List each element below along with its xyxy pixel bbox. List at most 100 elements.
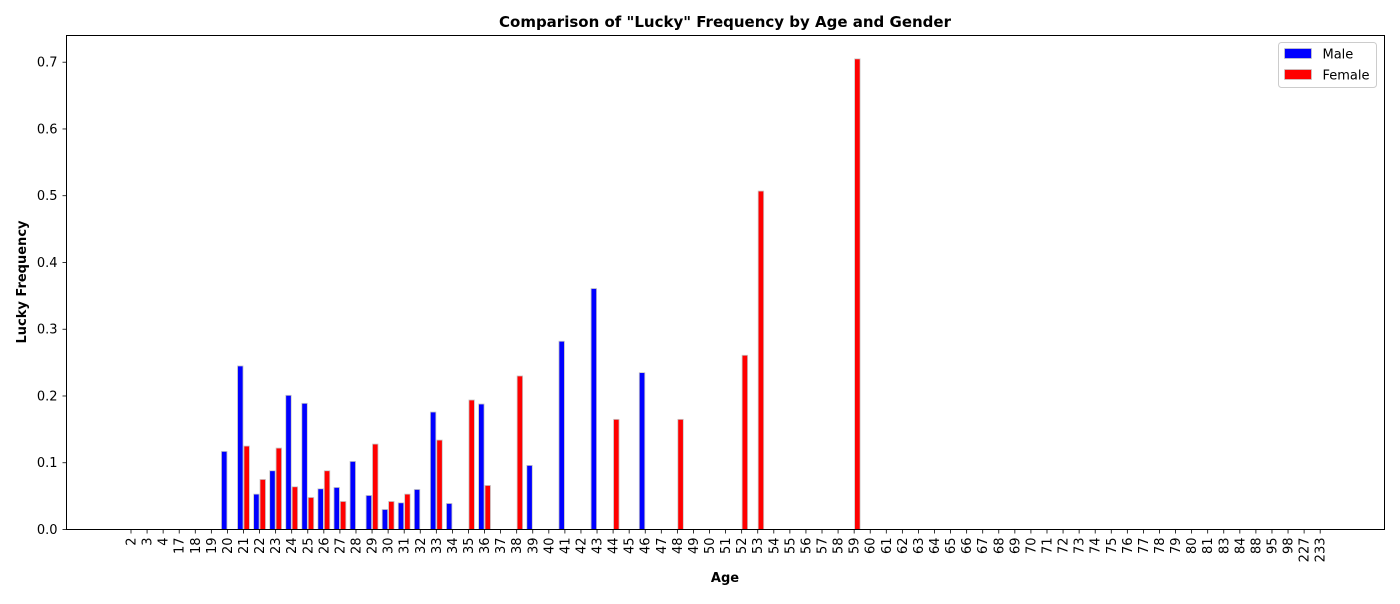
x-tick-label: 40 bbox=[542, 538, 557, 555]
legend-label-female: Female bbox=[1323, 69, 1370, 84]
x-tick-label: 34 bbox=[446, 538, 461, 555]
x-tick-label: 69 bbox=[1008, 538, 1023, 555]
bar-female-age-21 bbox=[243, 445, 250, 530]
bar-male-age-23 bbox=[269, 470, 276, 530]
bar-male-age-20 bbox=[221, 450, 228, 530]
legend-swatch-female bbox=[1284, 69, 1312, 80]
bar-male-age-39 bbox=[526, 465, 533, 530]
bar-male-age-25 bbox=[301, 402, 308, 530]
bar-male-age-21 bbox=[237, 365, 244, 530]
x-tick-label: 67 bbox=[976, 538, 991, 555]
x-tick-label: 36 bbox=[478, 538, 493, 555]
bar-female-age-35 bbox=[468, 399, 475, 530]
x-tick-label: 44 bbox=[607, 538, 622, 555]
x-tick-label: 18 bbox=[189, 538, 204, 555]
x-tick-label: 75 bbox=[1105, 538, 1120, 555]
x-tick-label: 78 bbox=[1153, 538, 1168, 555]
x-tick-label: 58 bbox=[832, 538, 847, 555]
x-tick-label: 62 bbox=[896, 538, 911, 555]
x-tick-label: 3 bbox=[141, 538, 156, 546]
bar-male-age-41 bbox=[558, 340, 565, 530]
bar-male-age-26 bbox=[317, 488, 324, 530]
x-tick-label: 29 bbox=[366, 538, 381, 555]
x-tick-label: 24 bbox=[285, 538, 300, 555]
x-tick-label: 77 bbox=[1137, 538, 1152, 555]
x-tick-label: 227 bbox=[1298, 538, 1313, 563]
x-tick-label: 4 bbox=[157, 538, 172, 546]
x-tick-label: 41 bbox=[558, 538, 573, 555]
ticks-layer: 2 3 4 17 18 19 20 21 22 23 24 25 26 27 28 29 30 31 32 33 34 3… bbox=[37, 56, 1329, 563]
x-tick-label: 52 bbox=[735, 538, 750, 555]
bar-female-age-33 bbox=[436, 439, 443, 530]
x-tick-label: 74 bbox=[1089, 538, 1104, 555]
x-tick-label: 35 bbox=[462, 538, 477, 555]
x-tick-label: 33 bbox=[430, 538, 445, 555]
bar-male-age-34 bbox=[446, 503, 453, 530]
x-tick-label: 66 bbox=[960, 538, 975, 555]
bar-female-age-25 bbox=[307, 497, 315, 530]
plot-frame bbox=[66, 35, 1385, 530]
y-tick-label: 0.3 bbox=[37, 323, 58, 338]
bar-male-age-46 bbox=[638, 372, 646, 530]
x-tick-label: 233 bbox=[1314, 538, 1329, 563]
x-tick-label: 64 bbox=[928, 538, 943, 555]
x-tick-label: 49 bbox=[687, 538, 702, 555]
x-tick-label: 60 bbox=[864, 538, 879, 555]
x-tick-label: 51 bbox=[719, 538, 734, 555]
x-tick-label: 39 bbox=[526, 538, 541, 555]
x-tick-label: 25 bbox=[301, 538, 316, 555]
x-tick-label: 71 bbox=[1040, 538, 1055, 555]
x-tick-label: 43 bbox=[591, 538, 606, 555]
bar-male-age-30 bbox=[381, 509, 389, 530]
y-axis-label: Lucky Frequency bbox=[15, 220, 30, 344]
bar-male-age-36 bbox=[478, 403, 485, 530]
x-tick-label: 17 bbox=[173, 538, 188, 555]
bar-female-age-24 bbox=[291, 486, 299, 530]
x-tick-label: 30 bbox=[382, 538, 397, 555]
x-tick-label: 20 bbox=[221, 538, 236, 555]
x-tick-label: 48 bbox=[671, 538, 686, 555]
x-tick-label: 19 bbox=[205, 538, 220, 555]
bars-layer bbox=[221, 58, 861, 530]
bar-female-age-53 bbox=[757, 190, 765, 530]
bar-female-age-38 bbox=[516, 375, 524, 530]
x-tick-label: 95 bbox=[1265, 538, 1280, 555]
x-tick-label: 81 bbox=[1201, 538, 1216, 555]
x-tick-label: 37 bbox=[494, 538, 509, 555]
x-tick-label: 98 bbox=[1282, 538, 1297, 555]
legend-label-male: Male bbox=[1323, 48, 1354, 63]
x-tick-label: 42 bbox=[574, 538, 589, 555]
x-tick-label: 84 bbox=[1233, 538, 1248, 555]
x-tick-label: 53 bbox=[751, 538, 766, 555]
bar-female-age-48 bbox=[677, 418, 684, 530]
chart-title: Comparison of "Lucky" Frequency by Age a… bbox=[499, 13, 952, 31]
x-tick-label: 47 bbox=[655, 538, 670, 555]
legend: Male Female bbox=[1278, 42, 1377, 88]
x-tick-label: 80 bbox=[1185, 538, 1200, 555]
x-tick-label: 76 bbox=[1121, 538, 1136, 555]
bar-female-age-31 bbox=[404, 493, 411, 530]
x-tick-label: 32 bbox=[414, 538, 429, 555]
x-tick-label: 79 bbox=[1169, 538, 1184, 555]
x-tick-label: 27 bbox=[333, 538, 348, 555]
bar-male-age-43 bbox=[590, 288, 597, 530]
x-tick-label: 55 bbox=[783, 538, 798, 555]
x-tick-label: 56 bbox=[799, 538, 814, 555]
bar-female-age-23 bbox=[275, 447, 282, 530]
x-tick-label: 50 bbox=[703, 538, 718, 555]
y-tick-label: 0.7 bbox=[37, 56, 58, 71]
x-tick-label: 88 bbox=[1249, 538, 1264, 555]
x-tick-label: 38 bbox=[510, 538, 525, 555]
bar-male-age-31 bbox=[397, 502, 405, 530]
bar-female-age-27 bbox=[339, 501, 347, 530]
x-tick-label: 23 bbox=[269, 538, 284, 555]
bar-male-age-33 bbox=[429, 411, 437, 530]
bar-female-age-52 bbox=[741, 354, 749, 530]
bar-male-age-29 bbox=[365, 495, 373, 530]
legend-swatch-male bbox=[1284, 48, 1312, 59]
bar-male-age-28 bbox=[349, 461, 356, 530]
bar-female-age-26 bbox=[323, 470, 331, 530]
x-tick-label: 57 bbox=[816, 538, 831, 555]
bar-female-age-59 bbox=[854, 58, 861, 530]
